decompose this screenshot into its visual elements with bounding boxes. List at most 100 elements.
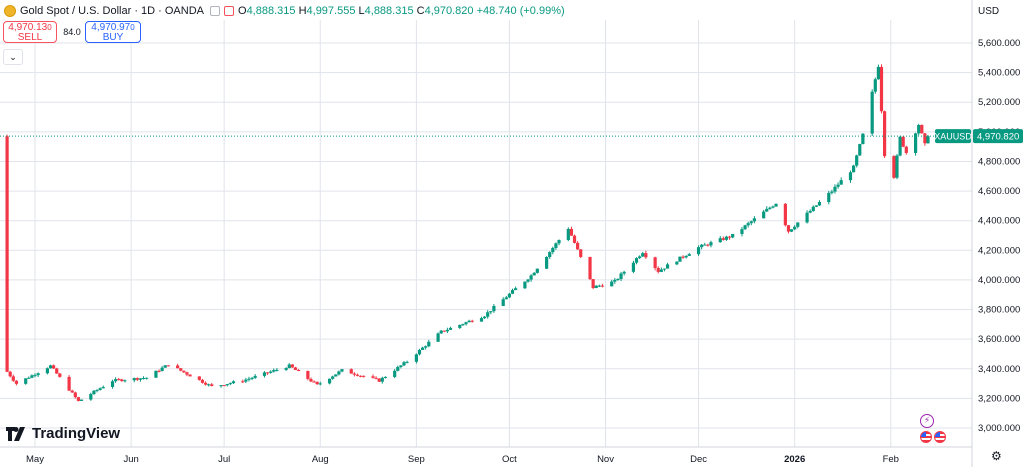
candle (901, 136, 905, 147)
candle (898, 136, 902, 156)
sell-button[interactable]: 4,970.130 SELL (3, 21, 57, 43)
candle (442, 330, 446, 332)
y-tick-label: 3,600.000 (978, 334, 1020, 345)
x-tick-label: Nov (597, 454, 614, 465)
candle (833, 186, 837, 192)
candle (448, 327, 453, 330)
candle (486, 312, 490, 317)
candle (70, 390, 74, 393)
y-tick-label: 3,400.000 (978, 364, 1020, 375)
candle (30, 375, 34, 378)
candle (827, 192, 831, 203)
sell-price: 4,970.13 (8, 22, 48, 33)
candle (27, 377, 31, 379)
candle (45, 368, 50, 374)
candle (380, 377, 384, 382)
candle (743, 225, 747, 230)
tradingview-logo-icon (6, 426, 25, 441)
candle (439, 330, 443, 334)
candle (247, 378, 251, 380)
candle (529, 275, 533, 280)
candle (160, 367, 164, 371)
candle (858, 144, 862, 156)
x-tick-label: Oct (502, 454, 517, 465)
candle (52, 365, 56, 369)
candle (855, 155, 859, 166)
candle (479, 318, 484, 322)
candle (740, 229, 744, 234)
candle (8, 371, 12, 377)
candle (48, 365, 53, 369)
us-flag-event-icon[interactable] (920, 431, 932, 443)
high-value: 4,997.555 (306, 5, 356, 17)
candle (331, 376, 335, 379)
candle (73, 392, 77, 398)
candle (830, 191, 834, 193)
candle (551, 247, 555, 253)
candle (458, 324, 462, 328)
candle (526, 279, 530, 282)
candle (557, 240, 561, 244)
collapse-chevron-icon[interactable]: ⌄ (3, 49, 23, 65)
candle (576, 242, 580, 250)
candle (870, 91, 874, 134)
gear-icon[interactable]: ⚙ (991, 449, 1002, 463)
candle (327, 378, 332, 384)
x-tick-label: Dec (690, 454, 707, 465)
candle (272, 370, 276, 372)
candle (101, 386, 105, 389)
candle (340, 369, 344, 372)
lightning-event-icon[interactable]: ⚡ (920, 414, 934, 428)
candle (427, 341, 431, 347)
candle (659, 269, 663, 272)
candle (296, 370, 301, 372)
candle (145, 377, 149, 379)
us-flag-event-icon[interactable] (934, 431, 946, 443)
candle (566, 228, 570, 241)
candle (638, 256, 642, 259)
candle (926, 136, 930, 144)
symbol-header: Gold Spot / U.S. Dollar · 1D · OANDA O4,… (4, 3, 565, 19)
candle (836, 184, 840, 187)
x-tick-label: May (26, 454, 44, 465)
candle (123, 380, 127, 382)
data-warning-icon[interactable] (224, 6, 234, 16)
candle (467, 320, 471, 323)
candle (675, 261, 679, 265)
candle (895, 155, 899, 178)
candle (678, 256, 682, 262)
candle (882, 111, 887, 157)
candle (154, 370, 158, 378)
tradingview-logo[interactable]: TradingView (6, 425, 120, 442)
candle (76, 397, 81, 401)
candle (244, 379, 248, 382)
y-tick-label: 4,000.000 (978, 275, 1020, 286)
candle (641, 253, 645, 257)
candle (789, 229, 794, 232)
candle (588, 256, 592, 280)
candle (594, 285, 598, 289)
candle (492, 305, 496, 312)
candle (631, 262, 636, 272)
candle (721, 238, 725, 240)
candle (117, 379, 121, 381)
candle (393, 370, 397, 377)
candle (374, 377, 378, 379)
symbol-title[interactable]: Gold Spot / U.S. Dollar · 1D · OANDA (20, 5, 204, 17)
candle (848, 172, 853, 181)
candle (200, 379, 205, 383)
candle (219, 385, 223, 387)
buy-button[interactable]: 4,970.970 BUY (85, 21, 141, 43)
candle (33, 375, 37, 377)
candle (507, 293, 512, 298)
y-tick-label: 4,200.000 (978, 245, 1020, 256)
candle (768, 207, 772, 209)
currency-selector[interactable]: USD (978, 6, 1000, 17)
candle (265, 372, 270, 374)
candle (135, 378, 139, 380)
candle (464, 322, 468, 325)
y-tick-label: 4,800.000 (978, 156, 1020, 167)
candle (591, 279, 595, 289)
candle (141, 378, 146, 380)
